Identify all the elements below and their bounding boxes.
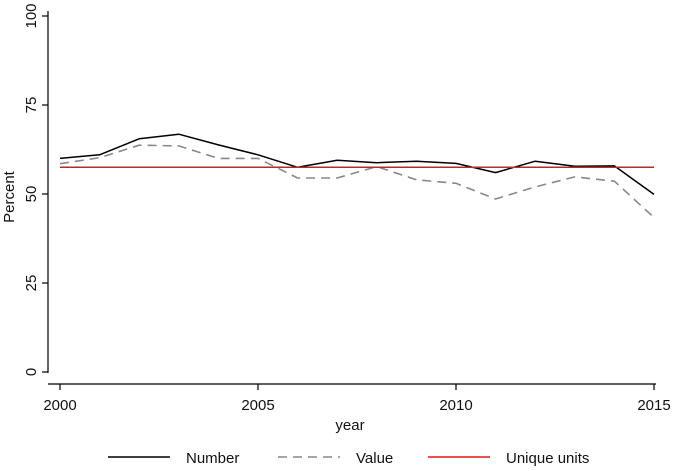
y-tick-label-75: 75 — [23, 97, 40, 114]
y-tick-label-0: 0 — [23, 368, 40, 376]
ticks-layer: 0 25 50 75 100 2000 2005 2010 2015 — [23, 3, 671, 414]
series-line-value — [59, 144, 655, 219]
y-tick-label-25: 25 — [23, 275, 40, 292]
legend-label-unique-units: Unique units — [506, 450, 589, 467]
y-tick-label-100: 100 — [23, 3, 40, 28]
y-tick-label-50: 50 — [23, 186, 40, 203]
x-tick-label-2015: 2015 — [637, 397, 670, 414]
legend: Number Value Unique units — [108, 450, 589, 467]
series-line-number — [59, 133, 655, 196]
series-layer — [59, 133, 655, 219]
x-tick-label-2010: 2010 — [439, 397, 472, 414]
y-axis-label: Percent — [1, 170, 18, 223]
legend-label-number: Number — [186, 450, 239, 467]
x-tick-label-2005: 2005 — [241, 397, 274, 414]
axes-layer — [47, 11, 656, 385]
legend-label-value: Value — [356, 450, 393, 467]
x-tick-label-2000: 2000 — [43, 397, 76, 414]
x-axis-label: year — [335, 417, 364, 434]
